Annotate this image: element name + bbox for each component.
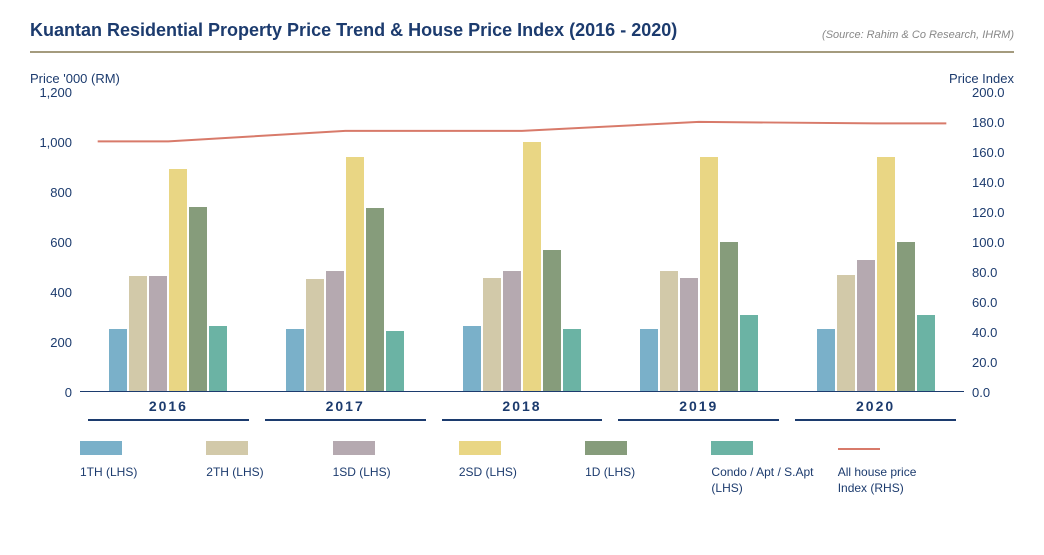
bar <box>640 329 658 391</box>
bar <box>660 271 678 391</box>
bar-group <box>640 92 758 391</box>
y-right-ticks: 200.0180.0160.0140.0120.0100.080.060.040… <box>964 92 1014 392</box>
right-axis-title: Price Index <box>949 71 1014 86</box>
y-left-ticks: 1,2001,0008006004002000 <box>30 92 80 392</box>
legend-label: 2SD (LHS) <box>459 465 517 481</box>
bar <box>523 142 541 391</box>
bar-group <box>109 92 227 391</box>
bar <box>346 157 364 391</box>
x-tick-label: 2017 <box>257 398 434 414</box>
bar <box>386 331 404 391</box>
x-axis: 20162017201820192020 <box>80 392 964 421</box>
legend-item: All house price Index (RHS) <box>838 441 964 496</box>
x-tick-label: 2016 <box>80 398 257 414</box>
bar <box>897 242 915 392</box>
legend-item: 1D (LHS) <box>585 441 711 496</box>
bar <box>109 329 127 391</box>
legend-swatch <box>206 441 248 455</box>
legend-item: Condo / Apt / S.Apt (LHS) <box>711 441 837 496</box>
bar <box>209 326 227 391</box>
x-tick: 2019 <box>610 392 787 421</box>
left-axis-title: Price '000 (RM) <box>30 71 120 86</box>
bar <box>149 276 167 391</box>
legend-line-swatch <box>838 441 880 455</box>
legend-label: Condo / Apt / S.Apt (LHS) <box>711 465 821 496</box>
bar-group <box>817 92 935 391</box>
x-tick-label: 2020 <box>787 398 964 414</box>
legend-label: All house price Index (RHS) <box>838 465 948 496</box>
bar <box>877 157 895 391</box>
x-tick-label: 2018 <box>434 398 611 414</box>
source-text: (Source: Rahim & Co Research, IHRM) <box>822 29 1014 41</box>
bar <box>286 329 304 391</box>
legend-swatch <box>585 441 627 455</box>
bar <box>740 315 758 391</box>
bar <box>366 208 384 391</box>
x-tick: 2020 <box>787 392 964 421</box>
bar-group <box>463 92 581 391</box>
bar <box>326 271 344 391</box>
legend-item: 1SD (LHS) <box>333 441 459 496</box>
x-tick: 2018 <box>434 392 611 421</box>
bar <box>917 315 935 391</box>
legend-swatch <box>80 441 122 455</box>
bar <box>503 271 521 391</box>
x-tick-rule <box>618 419 779 421</box>
x-tick-label: 2019 <box>610 398 787 414</box>
x-tick-rule <box>265 419 426 421</box>
legend-swatch <box>459 441 501 455</box>
bar <box>680 278 698 391</box>
legend-label: 1D (LHS) <box>585 465 635 481</box>
legend-label: 2TH (LHS) <box>206 465 263 481</box>
bar <box>700 157 718 391</box>
x-tick-rule <box>795 419 956 421</box>
chart-area: 1,2001,0008006004002000 200.0180.0160.01… <box>30 92 1014 392</box>
legend-swatch <box>333 441 375 455</box>
bar <box>483 278 501 391</box>
bar <box>306 279 324 391</box>
bar <box>129 276 147 391</box>
chart-title: Kuantan Residential Property Price Trend… <box>30 20 677 41</box>
bar <box>463 326 481 391</box>
bar-group <box>286 92 404 391</box>
bar <box>857 260 875 391</box>
bar <box>817 329 835 391</box>
legend: 1TH (LHS) 2TH (LHS) 1SD (LHS) 2SD (LHS) 1D (… <box>80 441 964 496</box>
legend-item: 1TH (LHS) <box>80 441 206 496</box>
bar <box>169 169 187 391</box>
legend-item: 2TH (LHS) <box>206 441 332 496</box>
bar <box>720 242 738 392</box>
bar <box>563 329 581 391</box>
legend-swatch <box>711 441 753 455</box>
chart-plot <box>80 92 964 392</box>
legend-item: 2SD (LHS) <box>459 441 585 496</box>
bar-groups <box>80 92 964 391</box>
legend-label: 1TH (LHS) <box>80 465 137 481</box>
title-divider <box>30 51 1014 53</box>
bar <box>837 275 855 391</box>
x-tick-rule <box>88 419 249 421</box>
x-tick: 2017 <box>257 392 434 421</box>
bar <box>543 250 561 391</box>
x-tick: 2016 <box>80 392 257 421</box>
legend-label: 1SD (LHS) <box>333 465 391 481</box>
bar <box>189 207 207 391</box>
x-tick-rule <box>442 419 603 421</box>
